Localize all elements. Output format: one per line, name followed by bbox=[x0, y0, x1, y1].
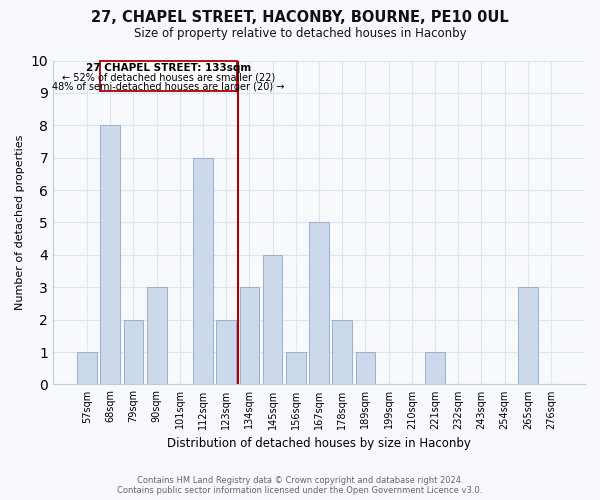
Bar bbox=[124, 320, 143, 384]
Bar bbox=[518, 288, 538, 384]
Text: 27 CHAPEL STREET: 133sqm: 27 CHAPEL STREET: 133sqm bbox=[86, 62, 251, 72]
Text: 27, CHAPEL STREET, HACONBY, BOURNE, PE10 0UL: 27, CHAPEL STREET, HACONBY, BOURNE, PE10… bbox=[91, 10, 509, 25]
Bar bbox=[77, 352, 97, 384]
Y-axis label: Number of detached properties: Number of detached properties bbox=[15, 135, 25, 310]
Bar bbox=[356, 352, 375, 384]
Bar bbox=[332, 320, 352, 384]
Bar bbox=[286, 352, 305, 384]
Text: Size of property relative to detached houses in Haconby: Size of property relative to detached ho… bbox=[134, 28, 466, 40]
Bar bbox=[425, 352, 445, 384]
Bar bbox=[263, 255, 283, 384]
Bar bbox=[147, 288, 167, 384]
Bar bbox=[100, 126, 120, 384]
Bar bbox=[309, 222, 329, 384]
Text: Contains HM Land Registry data © Crown copyright and database right 2024.: Contains HM Land Registry data © Crown c… bbox=[137, 476, 463, 485]
Bar bbox=[217, 320, 236, 384]
Text: 48% of semi-detached houses are larger (20) →: 48% of semi-detached houses are larger (… bbox=[52, 82, 284, 92]
X-axis label: Distribution of detached houses by size in Haconby: Distribution of detached houses by size … bbox=[167, 437, 471, 450]
FancyBboxPatch shape bbox=[100, 60, 236, 92]
Bar bbox=[193, 158, 213, 384]
Text: Contains public sector information licensed under the Open Government Licence v3: Contains public sector information licen… bbox=[118, 486, 482, 495]
Bar bbox=[239, 288, 259, 384]
Text: ← 52% of detached houses are smaller (22): ← 52% of detached houses are smaller (22… bbox=[62, 72, 275, 83]
